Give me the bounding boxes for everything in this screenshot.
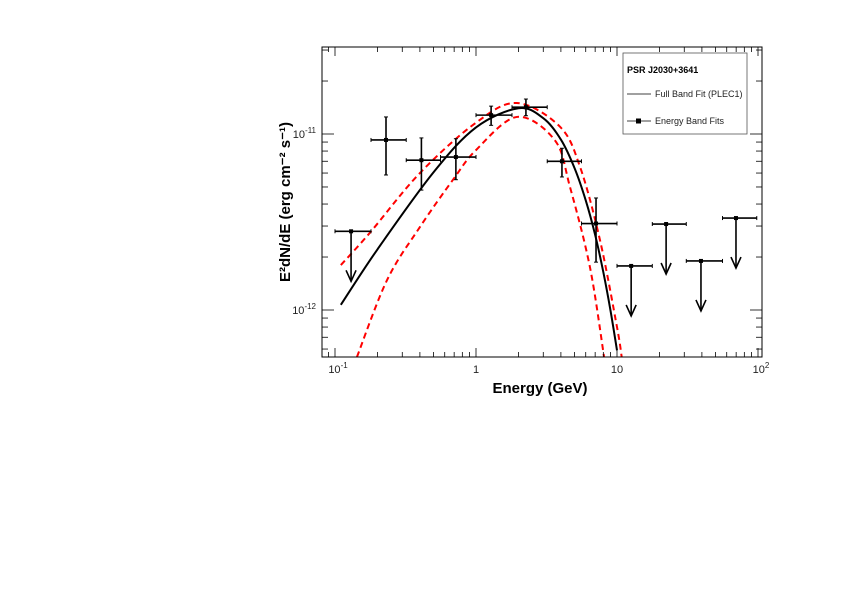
point-marker	[384, 137, 389, 142]
point-marker	[733, 216, 738, 221]
data-point	[580, 197, 618, 263]
arrow-down-icon	[625, 304, 637, 318]
point-marker	[419, 158, 424, 163]
arrow-down-icon	[695, 299, 707, 313]
data-points	[334, 98, 758, 318]
data-point	[370, 116, 407, 176]
legend: PSR J2030+3641 Full Band Fit (PLEC1) Ene…	[622, 52, 748, 135]
y-tick-label: 10-11	[293, 126, 317, 141]
arrow-down-icon	[660, 262, 672, 276]
point-marker	[698, 258, 703, 263]
point-marker	[629, 263, 634, 268]
data-point	[511, 98, 548, 117]
plot-curves	[340, 102, 623, 357]
upper-limit-point	[334, 229, 372, 284]
y-axis-title: E²dN/dE (erg cm⁻² s⁻¹)	[277, 122, 294, 282]
data-point	[475, 105, 513, 126]
legend-entry-fit: Full Band Fit (PLEC1)	[655, 89, 743, 99]
legend-title: PSR J2030+3641	[627, 65, 698, 75]
point-marker	[523, 105, 528, 110]
point-marker	[349, 229, 354, 234]
x-tick-label: 102	[753, 361, 770, 376]
upper-limit-point	[616, 263, 653, 318]
upper-limit-point	[651, 222, 687, 276]
full-band-fit-curve	[340, 107, 618, 351]
upper-limit-point	[721, 216, 758, 270]
arrow-down-icon	[345, 269, 357, 284]
fit-band-upper	[340, 102, 623, 357]
plot-frame	[321, 46, 763, 358]
x-tick-label: 10	[611, 364, 623, 376]
data-point	[546, 147, 582, 178]
x-tick-label: 10-1	[328, 361, 348, 376]
upper-limit-point	[685, 258, 723, 313]
point-marker	[559, 159, 564, 164]
legend-box	[622, 52, 748, 135]
x-tick-label: 1	[473, 364, 479, 376]
point-marker	[489, 113, 494, 118]
arrow-down-icon	[730, 256, 742, 270]
data-point	[405, 137, 441, 191]
y-tick-label: 10-12	[292, 302, 316, 317]
legend-entry-points: Energy Band Fits	[655, 116, 725, 126]
x-axis-title: Energy (GeV)	[492, 380, 587, 397]
point-marker	[453, 155, 458, 160]
legend-points-marker	[636, 118, 641, 124]
point-marker	[594, 221, 599, 226]
fit-band-lower	[355, 115, 606, 357]
data-point	[439, 138, 477, 181]
point-marker	[664, 222, 669, 227]
